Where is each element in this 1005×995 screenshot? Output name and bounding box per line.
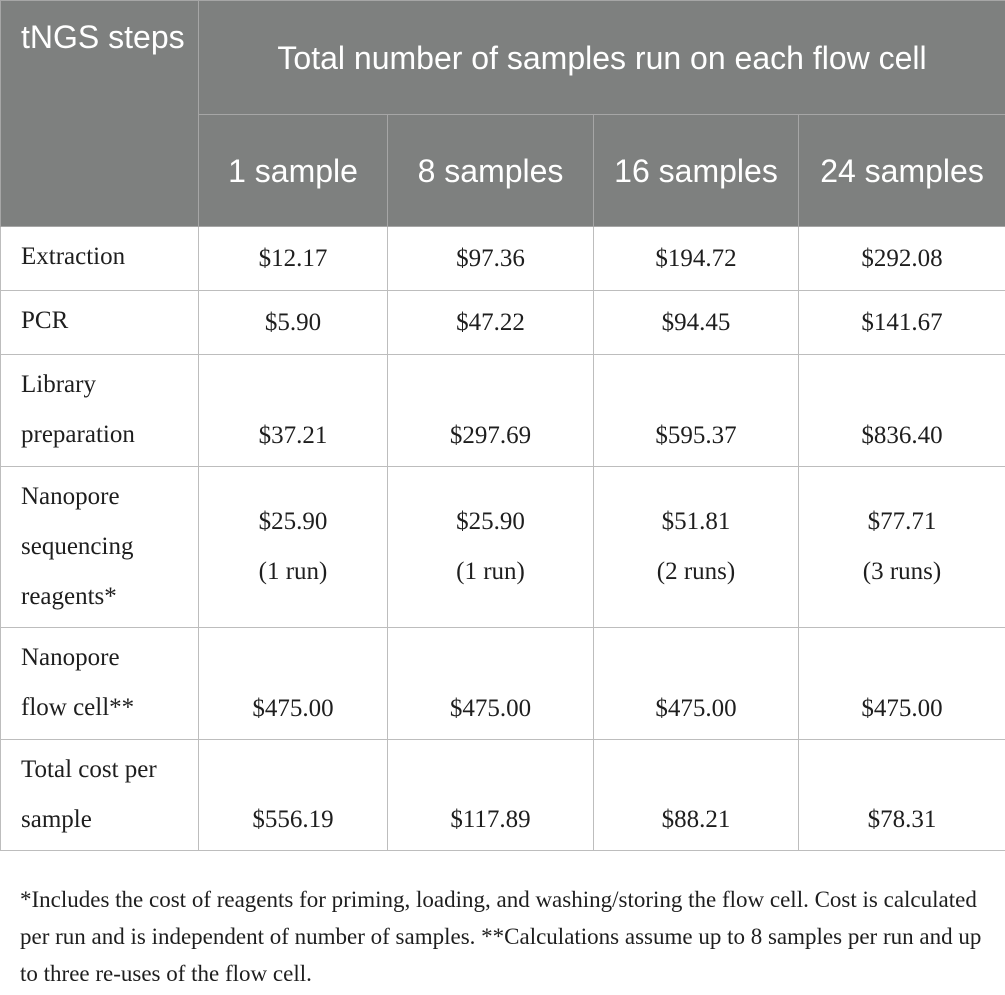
row-label: Nanopore flow cell**	[0, 627, 199, 740]
table-body: Extraction $12.17 $97.36 $194.72 $292.08…	[0, 226, 1005, 851]
table-cell: $595.37	[593, 354, 799, 467]
cell-note: (3 runs)	[862, 558, 942, 585]
table-cell: $297.69	[387, 354, 594, 467]
table-cell: $47.22	[387, 290, 594, 355]
table-cell: $12.17	[198, 226, 388, 291]
column-header-24-samples: 24 samples	[797, 114, 1005, 227]
cost-table: tNGS steps Total number of samples run o…	[0, 0, 1005, 851]
cell-note: (1 run)	[258, 558, 328, 585]
samples-group-header: Total number of samples run on each flow…	[197, 0, 1005, 115]
table-cell: $94.45	[593, 290, 799, 355]
table-cell: $475.00	[797, 627, 1005, 740]
column-header-16-samples: 16 samples	[593, 114, 799, 227]
cell-value: $25.90	[258, 508, 328, 535]
column-header-8-samples: 8 samples	[387, 114, 594, 227]
table-cell: $836.40	[797, 354, 1005, 467]
table-cell: $556.19	[198, 739, 388, 851]
table-row-extraction: Extraction $12.17 $97.36 $194.72 $292.08	[0, 226, 1005, 291]
table-cell: $475.00	[198, 627, 388, 740]
steps-column-header: tNGS steps	[0, 0, 199, 227]
column-header-1-sample: 1 sample	[198, 114, 388, 227]
table-cell: $25.90 (1 run)	[198, 466, 388, 628]
row-label: Extraction	[0, 226, 199, 291]
table-cell: $194.72	[593, 226, 799, 291]
row-label: Total cost per sample	[0, 739, 199, 851]
table-cell: $77.71 (3 runs)	[797, 466, 1005, 628]
table-cell: $141.67	[797, 290, 1005, 355]
table-row-flow-cell: Nanopore flow cell** $475.00 $475.00 $47…	[0, 627, 1005, 740]
table-cell: $97.36	[387, 226, 594, 291]
table-cell: $51.81 (2 runs)	[593, 466, 799, 628]
table-cell: $5.90	[198, 290, 388, 355]
table-cell: $475.00	[387, 627, 594, 740]
cell-value: $51.81	[661, 508, 731, 535]
table-cell: $292.08	[797, 226, 1005, 291]
table-cell: $117.89	[387, 739, 594, 851]
table-row-total-cost: Total cost per sample $556.19 $117.89 $8…	[0, 739, 1005, 851]
row-label: Nanopore sequencing reagents*	[0, 466, 199, 628]
table-row-sequencing-reagents: Nanopore sequencing reagents* $25.90 (1 …	[0, 466, 1005, 628]
table-footnote: *Includes the cost of reagents for primi…	[20, 887, 982, 986]
table-cell: $25.90 (1 run)	[387, 466, 594, 628]
table-cell: $88.21	[593, 739, 799, 851]
table-row-pcr: PCR $5.90 $47.22 $94.45 $141.67	[0, 290, 1005, 355]
table-cell: $37.21	[198, 354, 388, 467]
table-cell: $475.00	[593, 627, 799, 740]
cell-note: (1 run)	[456, 558, 525, 585]
table-cell: $78.31	[797, 739, 1005, 851]
table-header: tNGS steps Total number of samples run o…	[0, 0, 1005, 227]
cell-note: (2 runs)	[656, 558, 736, 585]
cell-value: $25.90	[456, 508, 525, 535]
row-label: Library preparation	[0, 354, 199, 467]
table-row-library-preparation: Library preparation $37.21 $297.69 $595.…	[0, 354, 1005, 467]
cell-value: $77.71	[867, 508, 937, 535]
row-label: PCR	[0, 290, 199, 355]
